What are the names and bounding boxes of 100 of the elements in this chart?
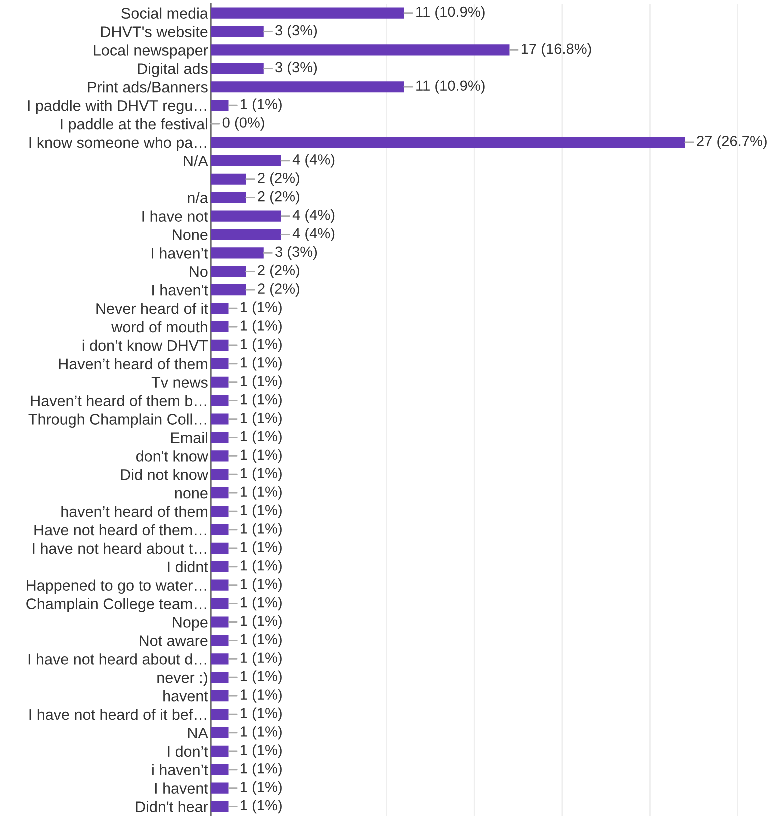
data-label: 2 (2%) [258, 191, 300, 205]
bar [211, 395, 229, 406]
data-label: 3 (3%) [276, 24, 318, 39]
bar [211, 321, 229, 333]
bar [211, 561, 229, 572]
data-label: 1 (1%) [240, 338, 282, 352]
data-label: 4 (4%) [292, 209, 335, 224]
y-tick-label: NA [188, 728, 208, 738]
y-tick-label: none [175, 490, 208, 499]
data-label: 1 (1%) [240, 320, 282, 334]
data-label: 1 (1%) [240, 652, 282, 666]
bar [211, 432, 229, 444]
data-label: 1 (1%) [240, 486, 282, 500]
bar [211, 450, 229, 462]
data-label: 3 (3%) [276, 62, 318, 76]
data-label: 1 (1%) [240, 468, 282, 482]
bar [211, 469, 229, 480]
y-tick-label: No [190, 266, 208, 278]
bar [211, 340, 229, 351]
data-label: 1 (1%) [240, 708, 282, 722]
bar [211, 100, 229, 112]
data-label: 1 (1%) [240, 449, 282, 463]
bar [211, 284, 246, 296]
y-tick-label: I haven't [152, 284, 208, 296]
data-label: 4 (4%) [292, 154, 335, 168]
y-tick-label: I havent [155, 782, 208, 794]
data-label: 1 (1%) [240, 596, 282, 611]
bar [211, 506, 229, 518]
data-label: 17 (16.8%) [522, 43, 592, 57]
data-label: 1 (1%) [240, 744, 282, 758]
y-tick-label: havent [164, 690, 208, 702]
data-label: 1 (1%) [240, 394, 282, 408]
y-tick-label: I have not heard about d… [28, 654, 206, 665]
bar [211, 782, 229, 794]
y-tick-label: I don’t [168, 746, 208, 758]
data-label: 1 (1%) [240, 578, 282, 592]
y-tick-label: Nope [173, 617, 208, 631]
bar [211, 727, 229, 738]
y-tick-label: Through Champlain Coll… [28, 414, 206, 428]
y-tick-label: i haven’t [152, 764, 208, 776]
data-label: 11 (10.9%) [416, 80, 485, 94]
bar [211, 229, 282, 240]
y-tick-label: I paddle at the festival [61, 118, 208, 133]
y-tick-label: I have not [142, 210, 208, 222]
data-label: 1 (1%) [240, 763, 282, 777]
data-label: 2 (2%) [258, 283, 300, 297]
y-tick-label: Email [171, 432, 208, 444]
y-tick-label: N/A [184, 155, 208, 167]
bar [211, 303, 229, 314]
y-tick-label: I paddle with DHVT regu… [28, 100, 206, 114]
bar [211, 524, 229, 536]
y-tick-label: Never heard of it [96, 303, 208, 314]
y-tick-label: Social media [122, 8, 208, 19]
bar [211, 174, 246, 185]
data-label: 1 (1%) [240, 302, 282, 316]
data-label: 1 (1%) [240, 542, 282, 556]
data-label: 1 (1%) [240, 670, 282, 684]
y-tick-label: don't know [136, 450, 208, 462]
data-label: 1 (1%) [240, 726, 282, 740]
data-label: 1 (1%) [240, 523, 282, 537]
data-label: 1 (1%) [240, 634, 282, 648]
bar [211, 690, 229, 702]
data-label: 1 (1%) [240, 430, 282, 445]
y-tick-label: Haven’t heard of them [59, 358, 208, 370]
y-tick-label: I have not heard about t… [33, 542, 206, 554]
bar [211, 26, 264, 38]
y-tick-label: Have not heard of them… [34, 524, 206, 536]
data-label: 1 (1%) [240, 357, 282, 371]
y-tick-label: Did not know [121, 469, 208, 480]
y-tick-label: never :) [158, 672, 208, 686]
data-label: 1 (1%) [240, 412, 282, 426]
y-tick-label: i don’t know DHVT [82, 340, 208, 352]
y-tick-label: word of mouth [112, 321, 208, 333]
y-tick-label: Tv news [152, 377, 208, 388]
bar [211, 654, 229, 665]
bar [211, 598, 229, 610]
bar [211, 44, 510, 56]
bar [211, 542, 229, 554]
data-label: 1 (1%) [240, 504, 282, 518]
y-tick-label: I haven’t [152, 248, 208, 259]
bar [211, 63, 264, 74]
data-label: 11 (10.9%) [416, 6, 485, 20]
y-tick-label: I didnt [168, 561, 208, 573]
bar [211, 488, 229, 499]
data-label: 1 (1%) [240, 560, 282, 574]
bar [211, 210, 282, 222]
y-tick-label: I know someone who pa… [30, 136, 206, 152]
y-tick-label: Happened to go to water… [27, 580, 206, 594]
y-tick-label: Champlain College team… [26, 598, 206, 612]
y-tick-label: None [173, 230, 208, 240]
bar [211, 82, 404, 93]
data-label: 4 (4%) [292, 228, 335, 242]
bar [211, 580, 229, 591]
y-tick-label: DHVT's website [101, 26, 208, 38]
data-label: 1 (1%) [240, 376, 282, 390]
bar [211, 708, 229, 720]
data-label: 1 (1%) [240, 98, 282, 112]
y-tick-label: Didn't hear [136, 801, 208, 812]
y-tick-label: I have not heard of it bef… [30, 708, 206, 720]
y-tick-label: Local newspaper [94, 44, 208, 59]
